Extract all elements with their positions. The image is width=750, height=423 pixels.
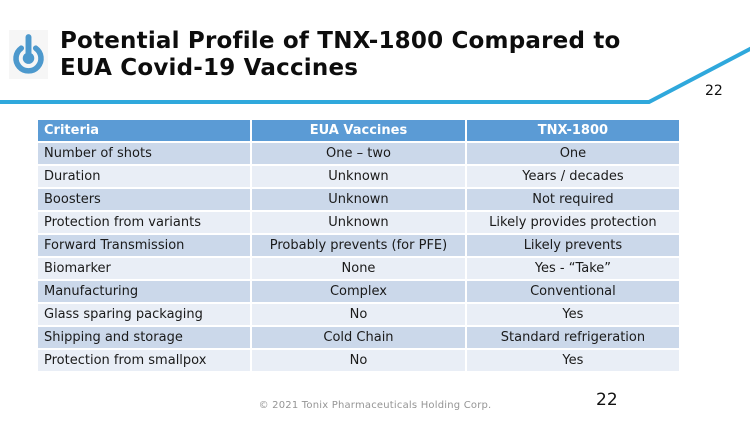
table-cell: Likely provides protection <box>464 210 682 235</box>
table-cell: Shipping and storage <box>35 325 253 350</box>
table-cell: Protection from variants <box>35 210 253 235</box>
table-row: Manufacturing Complex Conventional <box>35 279 682 304</box>
table-cell: One – two <box>250 141 467 166</box>
footer-copyright: © 2021 Tonix Pharmaceuticals Holding Cor… <box>258 400 492 411</box>
table-cell: Cold Chain <box>250 325 467 350</box>
table-cell: No <box>250 348 467 373</box>
table-cell: Manufacturing <box>35 279 253 304</box>
table-cell: Biomarker <box>35 256 253 281</box>
table-cell: Years / decades <box>464 164 682 189</box>
power-thermometer-icon <box>13 34 44 74</box>
table-row: Boosters Unknown Not required <box>35 187 682 212</box>
slide-title: Potential Profile of TNX-1800 Compared t… <box>60 28 621 82</box>
slide-title-line1: Potential Profile of TNX-1800 Compared t… <box>60 28 621 54</box>
comparison-table: Criteria EUA Vaccines TNX-1800 Number of… <box>35 118 682 373</box>
table-row: Protection from smallpox No Yes <box>35 348 682 373</box>
table-cell: Glass sparing packaging <box>35 302 253 327</box>
table-row: Glass sparing packaging No Yes <box>35 302 682 327</box>
table-cell: Conventional <box>464 279 682 304</box>
table-cell: Standard refrigeration <box>464 325 682 350</box>
table-cell: Unknown <box>250 164 467 189</box>
table-cell: Unknown <box>250 187 467 212</box>
table-cell: Protection from smallpox <box>35 348 253 373</box>
table-cell: Yes - “Take” <box>464 256 682 281</box>
table-cell: Complex <box>250 279 467 304</box>
header-eua-vaccines: EUA Vaccines <box>250 118 467 143</box>
company-logo <box>9 30 48 79</box>
table-row: Shipping and storage Cold Chain Standard r… <box>35 325 682 350</box>
table-row: Forward Transmission Probably prevents (f… <box>35 233 682 258</box>
table-cell: No <box>250 302 467 327</box>
table-cell: Forward Transmission <box>35 233 253 258</box>
table-row: Number of shots One – two One <box>35 141 682 166</box>
table-row: Duration Unknown Years / decades <box>35 164 682 189</box>
table-cell: One <box>464 141 682 166</box>
table-row: Biomarker None Yes - “Take” <box>35 256 682 281</box>
table-cell: Duration <box>35 164 253 189</box>
table-cell: Yes <box>464 302 682 327</box>
table-header-row: Criteria EUA Vaccines TNX-1800 <box>35 118 682 143</box>
header-criteria: Criteria <box>35 118 253 143</box>
table-cell: Boosters <box>35 187 253 212</box>
table-cell: Likely prevents <box>464 233 682 258</box>
table-cell: Not required <box>464 187 682 212</box>
table-cell: Unknown <box>250 210 467 235</box>
slide-title-line2: EUA Covid-19 Vaccines <box>60 55 359 81</box>
table-row: Protection from variants Unknown Likely pr… <box>35 210 682 235</box>
table-cell: Probably prevents (for PFE) <box>250 233 467 258</box>
header-tnx-1800: TNX-1800 <box>464 118 682 143</box>
table-cell: Number of shots <box>35 141 253 166</box>
page-number-top: 22 <box>705 83 723 99</box>
table-cell: Yes <box>464 348 682 373</box>
table-cell: None <box>250 256 467 281</box>
page-number-bottom: 22 <box>596 390 618 410</box>
